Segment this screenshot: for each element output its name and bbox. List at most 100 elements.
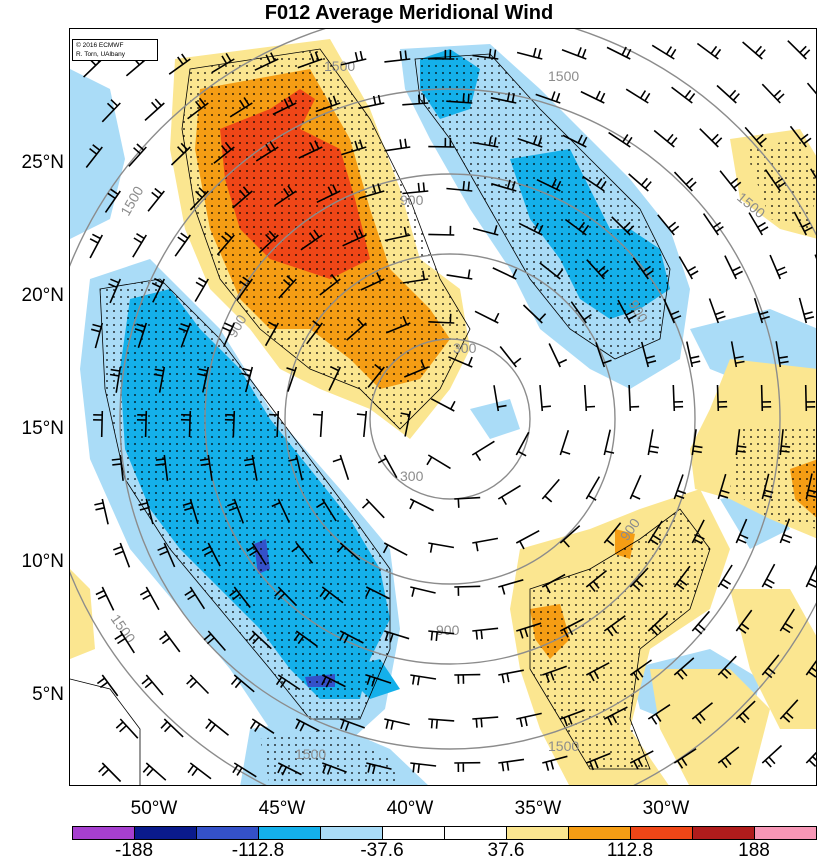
wind-barb	[448, 356, 473, 368]
wind-barb	[340, 718, 365, 731]
wind-barb	[294, 718, 320, 732]
wind-barb	[189, 187, 209, 211]
wind-barb	[246, 542, 267, 566]
wind-barb	[315, 95, 341, 113]
wind-barb	[361, 498, 385, 519]
wind-barb	[178, 322, 192, 348]
wind-barb	[629, 567, 649, 591]
colorbar-swatch	[693, 827, 755, 839]
wind-barb	[805, 751, 816, 767]
credit-line: R. Torn, UAlbany	[76, 51, 126, 58]
colorbar-label: 112.8	[606, 840, 654, 861]
wind-barb	[160, 718, 184, 738]
wind-barb	[606, 46, 632, 60]
wind-barb	[559, 430, 571, 456]
wind-barb	[332, 454, 350, 480]
wind-barb	[410, 762, 437, 773]
wind-barb	[428, 137, 455, 148]
wind-barb	[454, 761, 481, 773]
wind-barb	[673, 474, 687, 500]
wind-barb	[647, 612, 668, 636]
wind-barb	[761, 744, 783, 768]
wind-barb	[515, 431, 530, 457]
wind-barb	[454, 673, 481, 684]
wind-barb	[472, 225, 499, 236]
lon-label: 40°W	[386, 798, 434, 819]
wind-barb	[342, 228, 367, 247]
wind-barb	[255, 141, 279, 162]
wind-barb	[562, 134, 588, 148]
wind-barb	[338, 630, 364, 644]
wind-barb	[109, 366, 122, 393]
wind-barb	[358, 94, 385, 110]
wind-barb	[138, 498, 154, 525]
wind-barb	[104, 188, 121, 213]
colorbar-label: -188	[114, 840, 154, 861]
wind-barb	[518, 222, 544, 236]
wind-barb	[753, 297, 770, 324]
contour-label: 1500	[324, 58, 355, 74]
wind-barb	[430, 398, 456, 412]
wind-barb	[227, 498, 245, 524]
wind-barb	[541, 573, 566, 594]
lat-label: 15°N	[21, 418, 64, 439]
wind-barb	[804, 384, 816, 412]
wind-barb	[426, 454, 451, 470]
wind-barb	[428, 542, 455, 553]
wind-barb	[410, 674, 437, 686]
wind-barb	[216, 231, 235, 256]
wind-barb	[717, 746, 740, 769]
wind-barb	[730, 341, 745, 368]
wind-barb	[611, 216, 635, 236]
wind-barb	[490, 92, 517, 104]
wind-barb	[628, 384, 640, 412]
wind-barb	[428, 630, 455, 641]
wind-barb	[810, 168, 816, 179]
wind-barb	[647, 429, 659, 456]
wind-barb	[201, 542, 221, 567]
wind-barb	[384, 718, 410, 730]
wind-barb	[297, 51, 323, 69]
wind-barb	[580, 90, 606, 104]
wind-barb	[147, 187, 165, 212]
wind-barb	[686, 341, 701, 368]
wind-barb	[651, 44, 677, 60]
wind-barb	[93, 410, 104, 438]
wind-barb	[515, 529, 540, 550]
wind-barb	[603, 706, 628, 726]
wind-barb	[564, 218, 590, 236]
wind-barb	[258, 230, 279, 254]
wind-barb	[472, 48, 499, 60]
map-title: F012 Average Meridional Wind	[264, 2, 554, 24]
wind-barb	[168, 53, 191, 75]
wind-barb	[94, 498, 109, 525]
wind-barb	[98, 762, 122, 783]
wind-barb	[647, 520, 663, 546]
wind-barb	[366, 674, 392, 687]
wind-barb	[779, 518, 793, 544]
wind-barb	[134, 322, 148, 349]
wind-barb	[101, 99, 121, 123]
wind-barb	[735, 700, 756, 724]
shading-outlines	[70, 48, 711, 785]
wind-barb	[402, 182, 429, 195]
wind-barb	[359, 183, 385, 199]
wind-barb	[203, 630, 227, 652]
wind-barb	[498, 669, 524, 684]
wind-barb	[298, 140, 323, 159]
wind-barb	[269, 410, 280, 438]
colorbar-swatch	[73, 827, 135, 839]
lon-label: 45°W	[258, 798, 306, 819]
wind-barb	[403, 359, 429, 378]
wind-barb	[402, 94, 429, 106]
wind-barb	[132, 233, 147, 258]
wind-barb	[735, 429, 747, 456]
wind-barb	[702, 213, 724, 236]
wind-barb	[806, 82, 816, 95]
wind-barb	[691, 702, 714, 725]
wind-barb	[640, 341, 657, 368]
wind-barb	[673, 657, 695, 680]
wind-barb	[243, 454, 258, 481]
wind-barb	[499, 346, 522, 368]
wind-barb	[186, 674, 210, 695]
